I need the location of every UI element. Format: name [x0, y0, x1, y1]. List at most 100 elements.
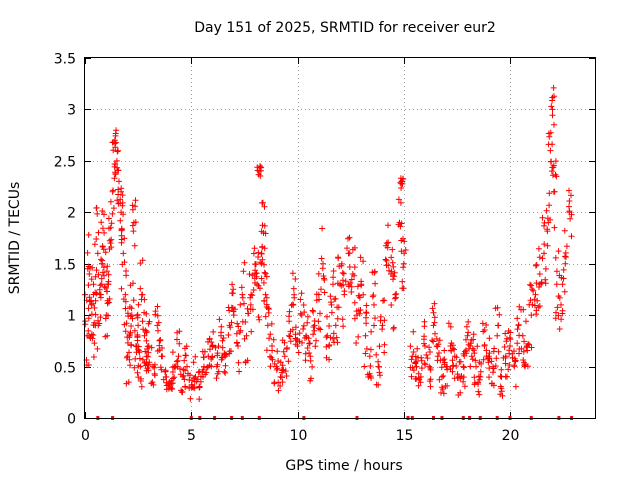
- data-point: [427, 349, 433, 355]
- data-point: [400, 235, 406, 242]
- data-point: [501, 344, 508, 350]
- data-point: [192, 353, 199, 360]
- data-point: [549, 106, 556, 113]
- data-point: [351, 299, 358, 306]
- data-point: [222, 369, 229, 376]
- data-point: [127, 329, 134, 336]
- data-point: [368, 328, 375, 335]
- data-point: [381, 349, 388, 356]
- data-point: [522, 363, 528, 370]
- data-point: [99, 225, 106, 232]
- data-point: [106, 225, 112, 232]
- data-point: [274, 348, 281, 355]
- data-point: [568, 192, 574, 199]
- data-point: [144, 343, 151, 350]
- data-point: [138, 383, 145, 390]
- data-point: [460, 363, 467, 370]
- data-point: [169, 349, 176, 356]
- data-point: [397, 175, 404, 182]
- data-point: [281, 353, 288, 360]
- data-point: [136, 355, 143, 362]
- data-point: [105, 312, 111, 319]
- data-point: [263, 273, 270, 280]
- data-point: [424, 355, 431, 362]
- data-point: [556, 326, 563, 332]
- data-point: [255, 282, 262, 289]
- data-point: [375, 381, 382, 388]
- data-point: [413, 375, 420, 382]
- x-tick-label: 10: [290, 428, 308, 444]
- data-point: [544, 242, 551, 249]
- data-point: [535, 245, 542, 252]
- data-point: [335, 304, 342, 311]
- data-point: [252, 267, 259, 274]
- data-point: [558, 316, 565, 323]
- data-point: [107, 198, 114, 205]
- data-point: [389, 246, 396, 253]
- data-point: [105, 299, 112, 306]
- x-tick-label: 15: [396, 428, 414, 444]
- data-point: [186, 377, 193, 383]
- data-point: [383, 257, 390, 264]
- data-point: [112, 144, 119, 151]
- data-point: [475, 379, 482, 386]
- data-point: [91, 304, 98, 311]
- data-point: [562, 260, 569, 267]
- data-point: [86, 271, 93, 277]
- data-point: [567, 215, 574, 222]
- data-point: [397, 199, 404, 206]
- data-point: [142, 348, 149, 355]
- data-point: [183, 352, 189, 359]
- data-point: [264, 322, 271, 329]
- data-point: [490, 369, 496, 376]
- data-point: [547, 147, 554, 154]
- data-point: [319, 225, 326, 232]
- data-point: [313, 291, 320, 298]
- data-point: [124, 353, 131, 360]
- data-point: [132, 219, 139, 226]
- data-point: [248, 328, 255, 335]
- data-point: [315, 270, 322, 277]
- data-point: [362, 332, 369, 339]
- data-point: [561, 253, 568, 260]
- data-point: [267, 331, 274, 338]
- data-point: [566, 198, 573, 204]
- data-point: [175, 353, 182, 360]
- data-point: [258, 275, 265, 282]
- data-point: [563, 243, 570, 250]
- data-point: [498, 366, 505, 373]
- data-point: [113, 157, 120, 164]
- data-point: [436, 376, 443, 383]
- data-point: [327, 334, 334, 341]
- data-point: [528, 312, 535, 319]
- data-point: [461, 383, 468, 390]
- data-point: [104, 332, 111, 339]
- data-point: [183, 343, 190, 350]
- data-point: [143, 337, 150, 344]
- data-point: [112, 170, 119, 177]
- data-point: [94, 250, 101, 257]
- data-point: [354, 283, 361, 290]
- data-point: [123, 380, 130, 387]
- data-point: [187, 372, 193, 379]
- data-point: [321, 276, 328, 283]
- data-point: [141, 296, 148, 303]
- data-point: [461, 364, 467, 371]
- data-point: [159, 353, 166, 360]
- data-point: [477, 368, 484, 375]
- data-point: [286, 332, 292, 339]
- data-point: [315, 325, 322, 332]
- data-point: [430, 309, 437, 316]
- data-point: [392, 294, 399, 301]
- data-point: [97, 294, 104, 301]
- data-point: [433, 343, 440, 349]
- data-point: [216, 316, 223, 323]
- data-point: [304, 319, 311, 326]
- data-point: [235, 323, 242, 330]
- data-point: [165, 381, 172, 388]
- data-point: [566, 208, 573, 215]
- data-point: [525, 340, 532, 347]
- data-point: [497, 373, 504, 380]
- data-point: [223, 351, 230, 358]
- data-point: [463, 323, 470, 330]
